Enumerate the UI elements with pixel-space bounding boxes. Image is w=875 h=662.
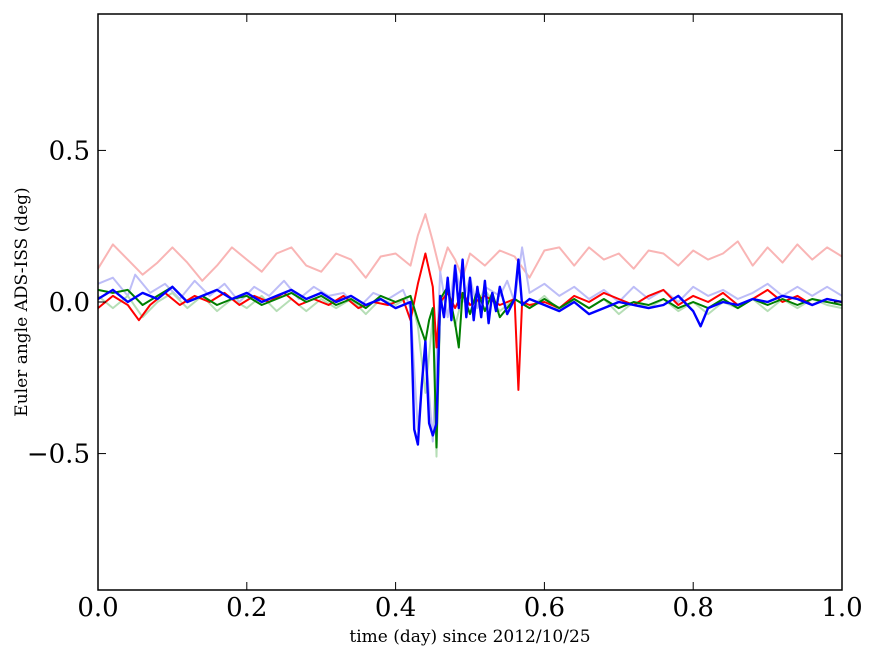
x-tick-label: 0.8 xyxy=(673,593,714,623)
tick-layer: 0.0 0.2 0.4 0.6 0.8 1.0 0.5 0.0 −0.5 xyxy=(27,14,863,623)
x-axis-label: time (day) since 2012/10/25 xyxy=(349,627,590,647)
series-line-6 xyxy=(97,258,843,446)
series-line-5 xyxy=(97,285,843,449)
x-tick-label: 0.4 xyxy=(375,593,416,623)
y-tick-label: 0.0 xyxy=(49,288,90,318)
x-tick-label: 1.0 xyxy=(821,593,862,623)
series-layer xyxy=(97,213,843,458)
series-line-4 xyxy=(97,252,843,391)
x-tick-label: 0.0 xyxy=(77,593,118,623)
y-axis-label: Euler angle ADS-ISS (deg) xyxy=(12,187,32,416)
series-line-1 xyxy=(97,213,843,282)
x-tick-label: 0.6 xyxy=(524,593,565,623)
y-tick-label: −0.5 xyxy=(27,440,90,470)
y-tick-label: 0.5 xyxy=(49,136,90,166)
x-tick-label: 0.2 xyxy=(226,593,267,623)
